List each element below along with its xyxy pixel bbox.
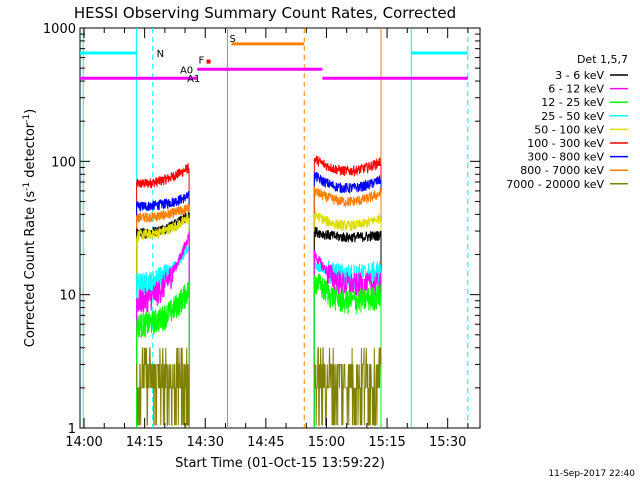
x-axis-label: Start Time (01-Oct-15 13:59:22)	[175, 456, 385, 471]
x-tick-label: 14:30	[187, 435, 224, 450]
series-line	[313, 273, 382, 428]
legend-label: 6 - 12 keV	[548, 83, 604, 96]
series-line	[313, 155, 382, 428]
flag-label: A1	[187, 74, 200, 85]
y-tick-label: 100	[51, 155, 76, 170]
x-axis: 14:00 14:15 14:30 14:45 15:00 15:15 15:30	[65, 28, 469, 450]
y-tick-label: 10	[59, 289, 76, 304]
y-tick-label: 1	[68, 422, 76, 437]
legend-label: 7000 - 20000 keV	[506, 178, 604, 191]
y-label-sup: -1	[22, 182, 32, 191]
y-tick-label: 1000	[43, 22, 76, 37]
plot-frame	[79, 27, 481, 429]
legend-header: Det 1,5,7	[577, 53, 628, 66]
series-line	[313, 210, 382, 428]
series-line	[136, 203, 190, 428]
y-label-sup: -1	[22, 114, 32, 123]
series-line-7000-20000	[314, 347, 382, 426]
series-line	[313, 250, 382, 428]
series-line	[313, 171, 382, 428]
interval-markers	[82, 28, 469, 428]
series-line-7000-20000	[136, 347, 190, 426]
footer-timestamp: 11-Sep-2017 22:40	[548, 469, 635, 479]
legend-label: 800 - 7000 keV	[520, 164, 604, 177]
legend-label: 25 - 50 keV	[541, 110, 604, 123]
y-axis-label: Corrected Count Rate (s-1 detector-1)	[22, 109, 38, 347]
x-tick-label: 14:00	[65, 435, 102, 450]
legend-label: 100 - 300 keV	[527, 137, 604, 150]
x-tick-label: 15:00	[308, 435, 345, 450]
flag-label: N	[157, 49, 164, 60]
x-tick-label: 15:30	[429, 435, 466, 450]
series-line	[136, 212, 190, 428]
series-line	[136, 190, 190, 428]
x-tick-label: 15:15	[368, 435, 405, 450]
y-axis: 1 10 100 1000	[43, 22, 480, 437]
chart-title: HESSI Observing Summary Count Rates, Cor…	[74, 4, 456, 22]
series-line	[313, 226, 382, 428]
series-line	[136, 231, 190, 428]
flag-label: F	[198, 56, 204, 67]
legend-label: 3 - 6 keV	[555, 69, 604, 82]
y-label-part: detector	[23, 122, 38, 182]
legend-label: 300 - 800 keV	[527, 151, 604, 164]
x-tick-label: 14:15	[126, 435, 163, 450]
series-line	[136, 214, 190, 428]
legend-label: 50 - 100 keV	[534, 123, 604, 136]
legend-label: 12 - 25 keV	[541, 96, 604, 109]
y-label-part: Corrected Count Rate (s	[23, 191, 38, 348]
series-line	[313, 185, 382, 428]
series-line	[136, 281, 190, 428]
data-series	[136, 155, 382, 428]
series-line	[136, 163, 190, 428]
x-tick-label: 14:45	[247, 435, 284, 450]
y-label-part: )	[23, 109, 38, 114]
flag-label: S	[230, 34, 236, 45]
flag-label: A0	[180, 65, 193, 76]
